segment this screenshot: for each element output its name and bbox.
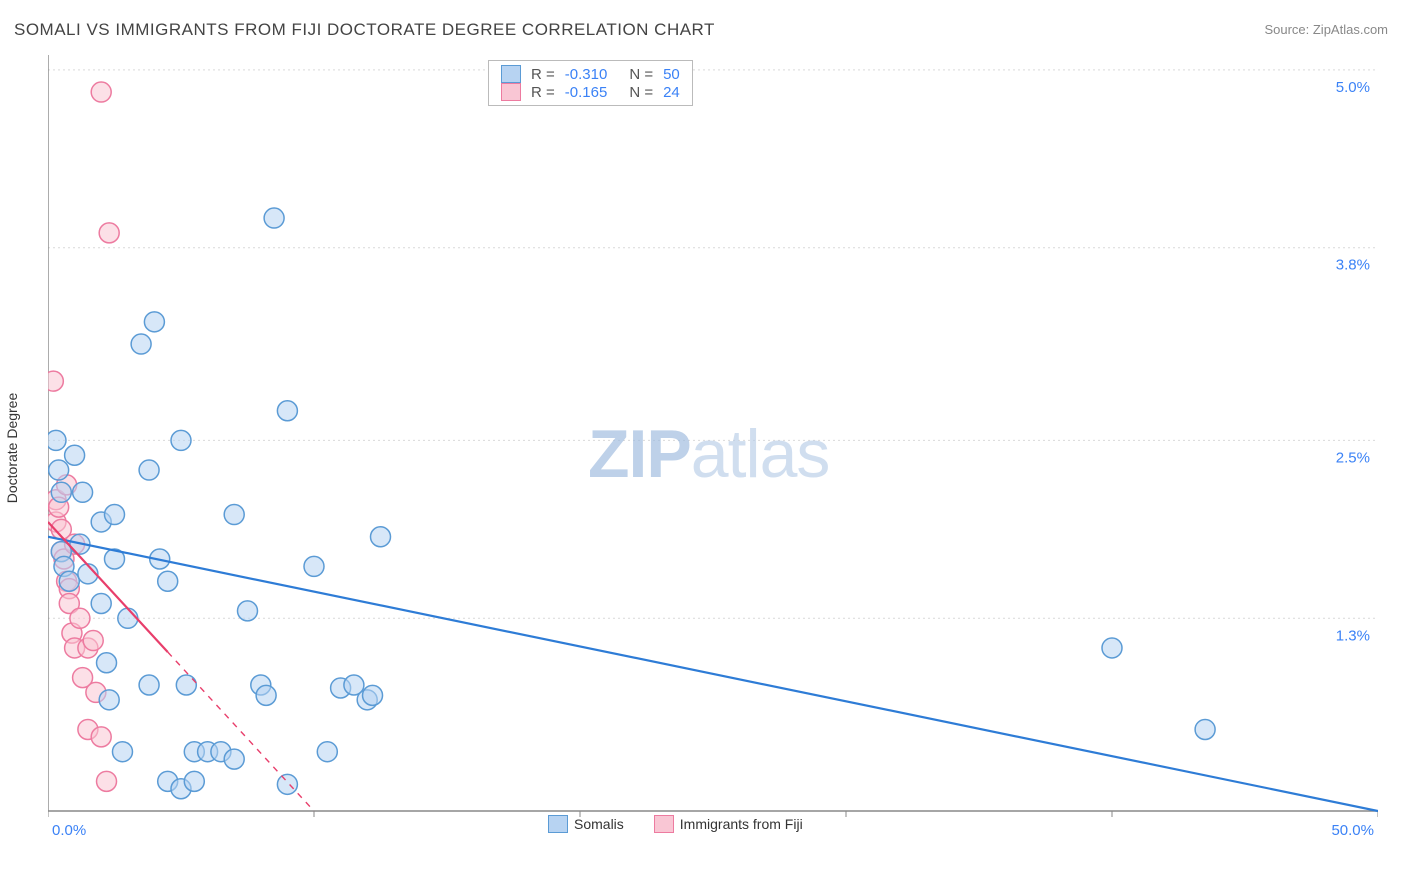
series-name: Immigrants from Fiji [680,816,803,832]
legend-r-value: -0.310 [565,66,608,83]
source-label: Source: ZipAtlas.com [1264,22,1388,37]
correlation-legend: R = -0.310 N = 50 R = -0.165 N = 24 [488,60,693,106]
y-axis-label: Doctorate Degree [4,393,20,504]
svg-text:50.0%: 50.0% [1331,822,1374,839]
legend-row: R = -0.310 N = 50 [501,65,680,83]
series-legend-item: Somalis [548,815,624,833]
svg-text:3.8%: 3.8% [1336,257,1370,274]
svg-text:1.3%: 1.3% [1336,627,1370,644]
legend-r-value: -0.165 [565,84,608,101]
legend-row: R = -0.165 N = 24 [501,83,680,101]
series-legend-item: Immigrants from Fiji [654,815,803,833]
chart-area: 1.3%2.5%3.8%5.0%0.0%50.0% ZIPatlas R = -… [48,55,1378,845]
svg-text:0.0%: 0.0% [52,822,86,839]
svg-text:2.5%: 2.5% [1336,449,1370,466]
svg-text:5.0%: 5.0% [1336,79,1370,96]
legend-n-label: N = [629,84,653,101]
series-swatch [654,815,674,833]
legend-r-label: R = [531,84,555,101]
legend-n-label: N = [629,66,653,83]
chart-title: SOMALI VS IMMIGRANTS FROM FIJI DOCTORATE… [14,20,715,40]
scatter-plot: 1.3% 2.5% 3.8% 5.0% 0.0% 50.0% [48,55,1378,845]
legend-r-label: R = [531,66,555,83]
series-swatch [548,815,568,833]
series-legend: Somalis Immigrants from Fiji [548,815,803,833]
legend-swatch [501,65,521,83]
legend-swatch [501,83,521,101]
legend-n-value: 24 [663,84,680,101]
series-name: Somalis [574,816,624,832]
legend-n-value: 50 [663,66,680,83]
